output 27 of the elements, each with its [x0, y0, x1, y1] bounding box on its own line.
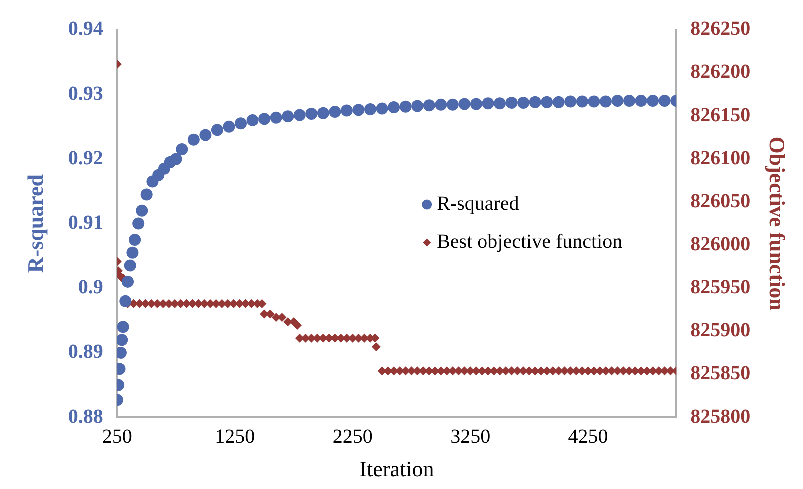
y2-tick-label: 826050 — [690, 190, 751, 212]
x-tick-label: 3250 — [450, 426, 491, 448]
x-axis-title: Iteration — [360, 456, 434, 482]
x-tick-label: 1250 — [215, 426, 256, 448]
x-tick-label: 2250 — [332, 426, 373, 448]
y-tick-label: 0.88 — [68, 406, 104, 428]
y-tick-label: 0.89 — [68, 341, 104, 364]
x-tick-label: 4250 — [568, 426, 608, 448]
y2-tick-label: 826150 — [690, 104, 751, 126]
y-axis-title: R-squared — [22, 174, 48, 274]
y2-tick-label: 826200 — [690, 61, 751, 84]
y-tick-label: 0.93 — [68, 82, 104, 105]
y2-tick-label: 826000 — [690, 234, 751, 256]
legend-label: R-squared — [437, 193, 520, 216]
legend-label: Best objective function — [437, 231, 623, 254]
y2-axis-title: Objective function — [765, 136, 790, 311]
y2-tick-label: 825950 — [690, 276, 751, 299]
y2-tick-label: 826100 — [690, 147, 751, 170]
y-tick-label: 0.92 — [68, 147, 104, 170]
y-tick-label: 0.94 — [68, 18, 104, 40]
y2-tick-label: 825850 — [690, 362, 751, 385]
y-tick-label: 0.9 — [78, 276, 104, 299]
y2-tick-label: 826250 — [690, 18, 751, 40]
y-tick-label: 0.91 — [68, 212, 104, 234]
y2-tick-label: 825900 — [690, 320, 751, 342]
x-tick-label: 250 — [102, 426, 132, 448]
y2-tick-label: 825800 — [690, 406, 751, 428]
